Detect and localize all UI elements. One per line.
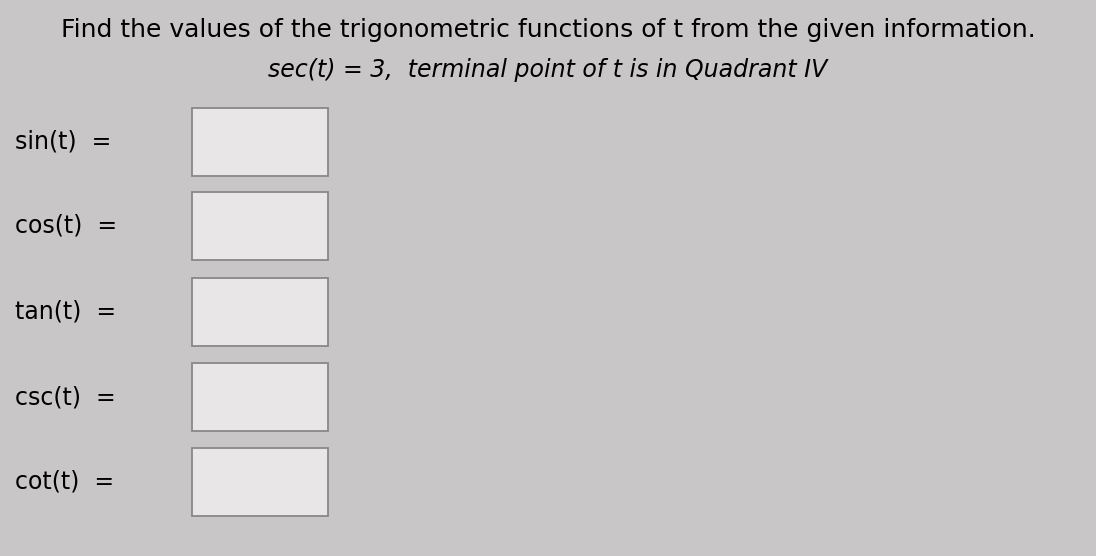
Text: csc(t)  =: csc(t) = [15, 385, 116, 409]
FancyBboxPatch shape [192, 363, 328, 431]
FancyBboxPatch shape [192, 448, 328, 516]
Text: sec(t) = 3,  terminal point of t is in Quadrant IV: sec(t) = 3, terminal point of t is in Qu… [269, 58, 827, 82]
Text: cot(t)  =: cot(t) = [15, 470, 114, 494]
Text: tan(t)  =: tan(t) = [15, 300, 116, 324]
Text: Find the values of the trigonometric functions of t from the given information.: Find the values of the trigonometric fun… [60, 18, 1036, 42]
FancyBboxPatch shape [192, 192, 328, 260]
Text: sin(t)  =: sin(t) = [15, 130, 112, 154]
FancyBboxPatch shape [192, 108, 328, 176]
Text: cos(t)  =: cos(t) = [15, 214, 117, 238]
FancyBboxPatch shape [192, 278, 328, 346]
